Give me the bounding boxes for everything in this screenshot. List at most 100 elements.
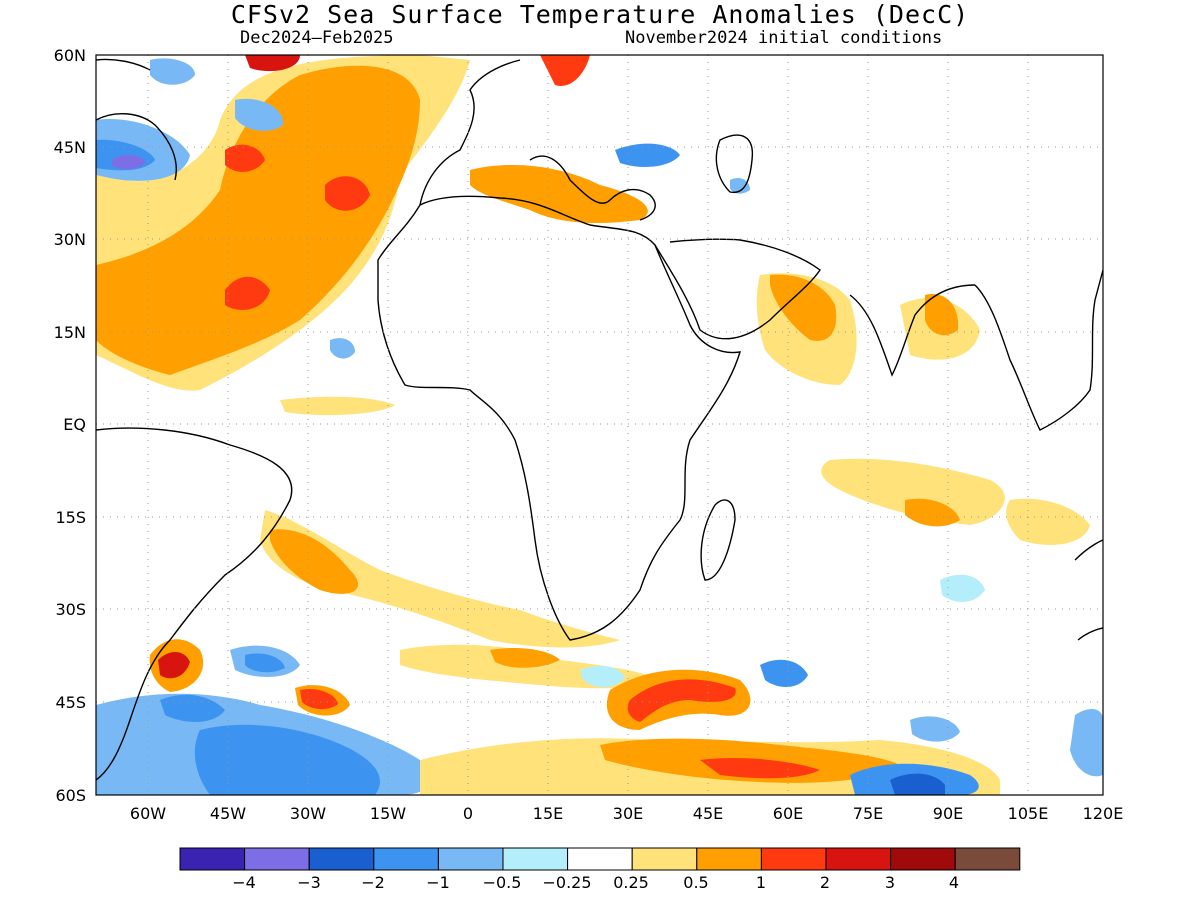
colorbar-swatch [502,847,569,871]
anomaly-region [225,144,265,172]
colorbar-label: −0.5 [483,873,522,892]
colorbar-label: −4 [232,873,256,892]
colorbar-labels: −4 −3 −2 −1 −0.5 −0.25 0.25 0.5 1 2 3 4 [232,873,959,892]
australia-coast [1074,539,1103,641]
graticule [96,55,1103,795]
anomaly-region [245,55,300,72]
anomaly-region [890,773,945,795]
colorbar-label: 4 [949,873,959,892]
anomaly-region [158,651,190,679]
anomaly-region [821,458,1005,525]
south-america-coast [96,427,293,781]
latitude-labels: 60N 45N 30N 15N EQ 15S 30S 45S 60S [54,46,86,805]
anomaly-region [490,648,560,668]
anomaly-region [700,758,820,779]
lon-label: 30E [613,804,643,823]
anomaly-region [235,98,284,131]
europe-coast [419,59,656,221]
asia-coast [974,269,1103,431]
lon-label: 75E [853,804,883,823]
lon-label: 30W [290,804,326,823]
lon-label: 90E [933,804,963,823]
anomaly-region [194,724,380,795]
map-title: CFSv2 Sea Surface Temperature Anomalies … [230,0,970,29]
anomaly-region [580,665,625,688]
lon-label: 60W [130,804,166,823]
anomaly-region [280,396,395,416]
anomaly-region [1070,708,1103,777]
colorbar-label: 1 [756,873,766,892]
colorbar-label: 2 [820,873,830,892]
anomaly-region [270,529,359,594]
colorbar-label: −3 [297,873,321,892]
colorbar-label: 0.5 [683,873,708,892]
anomaly-region [910,716,960,742]
colorbar-label: 0.25 [613,873,649,892]
lat-label: 30N [54,230,86,249]
anomaly-region [1006,498,1090,545]
lon-label: 45E [693,804,723,823]
lat-label: 15S [55,508,86,527]
colorbar-label: 3 [885,873,895,892]
anomaly-region [615,143,680,167]
map-frame [95,54,1104,796]
colorbar-swatch [437,847,504,871]
anomaly-region [225,276,270,310]
lon-label: 105E [1008,804,1049,823]
africa-coast [377,195,741,641]
colorbar-label: −1 [426,873,450,892]
colorbar-label: −0.25 [542,873,591,892]
colorbar-swatch [696,847,762,871]
colorbar [179,847,1021,871]
lat-label: 30S [55,600,86,619]
colorbar-swatch [631,847,698,871]
anomaly-shading [96,55,1103,795]
lon-label: 15W [370,804,406,823]
anomaly-region [730,178,750,194]
anomaly-region [770,274,837,341]
anomaly-region [300,688,338,710]
anomaly-region [325,176,370,211]
anomaly-region [150,58,195,85]
lat-label: 45S [55,693,86,712]
anomaly-region [627,679,736,722]
anomaly-region [925,294,959,336]
colorbar-swatch [308,847,375,871]
anomaly-region [112,154,146,170]
madagascar-coast [700,499,736,581]
lat-label: 45N [54,138,86,157]
lat-label: 60N [54,46,86,65]
colorbar-swatch [567,847,633,871]
colorbar-swatch [890,847,956,871]
lon-label: 45W [210,804,246,823]
anomaly-region [96,65,420,375]
colorbar-swatch [373,847,439,871]
lon-label: 0 [463,804,473,823]
caspian-coast [715,134,754,194]
lat-label: 15N [54,323,86,342]
anomaly-region [940,574,985,602]
lon-label: 15E [533,804,563,823]
anomaly-region [470,165,648,223]
anomaly-region [330,338,355,359]
anomaly-region [245,653,285,673]
anomaly-region [905,498,960,527]
arabia-coast [654,238,821,340]
colorbar-swatch [760,847,827,871]
colorbar-swatch [179,847,246,871]
lon-label: 120E [1083,804,1124,823]
colorbar-swatch [244,847,310,871]
colorbar-swatch [825,847,892,871]
colorbar-label: −2 [361,873,385,892]
initial-conditions: November2024 initial conditions [625,28,943,48]
anomaly-region [760,659,808,687]
anomaly-region [540,55,590,86]
lat-label: 60S [55,786,86,805]
colorbar-swatch [954,847,1021,871]
longitude-labels: 60W 45W 30W 15W 0 15E 30E 45E 60E 75E 90… [130,804,1123,823]
forecast-period: Dec2024–Feb2025 [240,28,394,48]
north-america-coast [96,58,177,181]
lon-label: 60E [773,804,803,823]
lat-label: EQ [63,415,86,434]
